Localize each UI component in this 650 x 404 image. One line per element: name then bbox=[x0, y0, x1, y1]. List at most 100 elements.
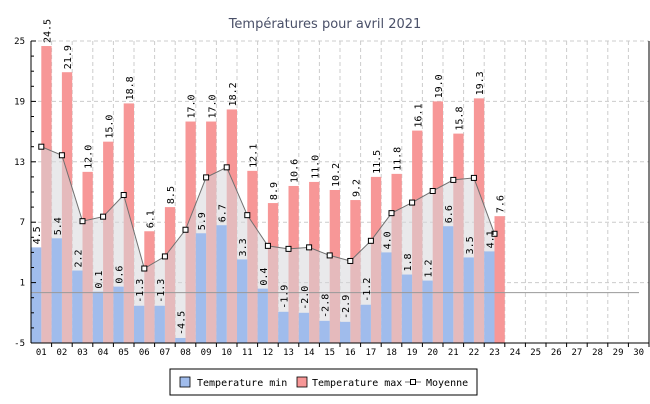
legend: Temperature min Temperature max Moyenne bbox=[169, 368, 478, 396]
x-tick-label: 02 bbox=[56, 348, 67, 358]
x-tick-label: 15 bbox=[324, 348, 335, 358]
data-label: 17.0 bbox=[207, 94, 218, 118]
min-bar bbox=[381, 252, 392, 343]
y-tick-label: 13 bbox=[14, 158, 25, 168]
chart-title: Températures pour avril 2021 bbox=[228, 17, 422, 32]
min-bar bbox=[463, 257, 474, 343]
average-point bbox=[244, 212, 251, 219]
x-tick-label: 09 bbox=[201, 348, 212, 358]
data-label: 10.2 bbox=[331, 163, 342, 187]
data-label: 1.2 bbox=[424, 260, 435, 278]
x-tick-label: 03 bbox=[77, 348, 88, 358]
data-label: -4.5 bbox=[176, 311, 187, 335]
average-point bbox=[450, 176, 457, 183]
data-label: 6.6 bbox=[444, 205, 455, 223]
min-bar bbox=[484, 251, 495, 343]
y-tick-label: 19 bbox=[14, 97, 25, 107]
average-point bbox=[141, 265, 148, 272]
data-label: 3.5 bbox=[465, 236, 476, 254]
x-tick-label: 14 bbox=[304, 348, 315, 358]
average-point bbox=[347, 257, 354, 264]
legend-swatch-max bbox=[296, 376, 308, 388]
data-label: 5.4 bbox=[53, 217, 64, 235]
data-label: 6.7 bbox=[218, 204, 229, 222]
x-tick-label: 10 bbox=[221, 348, 232, 358]
data-label: 16.1 bbox=[413, 103, 424, 127]
average-point bbox=[326, 252, 333, 259]
data-label: -1.2 bbox=[362, 278, 373, 302]
min-bar bbox=[51, 238, 62, 343]
x-tick-label: 28 bbox=[592, 348, 603, 358]
average-point bbox=[491, 230, 498, 237]
data-label: -2.0 bbox=[300, 286, 311, 310]
legend-box bbox=[169, 368, 478, 396]
min-bar bbox=[216, 225, 227, 343]
data-label: 21.9 bbox=[63, 45, 74, 69]
min-bar bbox=[237, 259, 248, 343]
data-label: 5.9 bbox=[197, 212, 208, 230]
data-labels: 4.55.42.20.1 0.6-1.3 -1.3-4.55.9 6.73.30.4-… bbox=[32, 19, 506, 335]
data-label: -1.3 bbox=[135, 279, 146, 303]
min-bars bbox=[31, 225, 495, 343]
data-label: 24.5 bbox=[42, 19, 53, 43]
average-point bbox=[388, 210, 395, 217]
min-bar bbox=[360, 304, 371, 343]
average-point bbox=[79, 218, 86, 225]
min-bar bbox=[113, 286, 124, 343]
average-point bbox=[223, 164, 230, 171]
x-tick-label: 12 bbox=[262, 348, 273, 358]
min-bar bbox=[175, 337, 186, 343]
y-tick-label: 7 bbox=[20, 218, 25, 228]
data-label: 0.1 bbox=[94, 271, 105, 289]
x-tick-label: 25 bbox=[530, 348, 541, 358]
data-label: 11.0 bbox=[310, 155, 321, 179]
data-label: 15.0 bbox=[104, 115, 115, 139]
x-tick-label: 18 bbox=[386, 348, 397, 358]
min-bar bbox=[72, 270, 83, 343]
x-tick-label: 06 bbox=[139, 348, 150, 358]
min-bar bbox=[443, 226, 454, 343]
data-label: 10.6 bbox=[290, 159, 301, 183]
average-point bbox=[58, 152, 65, 159]
x-tick-label: 20 bbox=[427, 348, 438, 358]
min-bar bbox=[92, 291, 104, 343]
y-tick-label: 25 bbox=[14, 37, 25, 47]
x-tick-label: 24 bbox=[510, 348, 521, 358]
data-label: 18.8 bbox=[125, 76, 136, 100]
x-tick-label: 01 bbox=[36, 348, 47, 358]
average-point bbox=[470, 174, 477, 181]
data-label: 15.8 bbox=[454, 107, 465, 131]
x-tick-label: 08 bbox=[180, 348, 191, 358]
data-label: 19.0 bbox=[434, 74, 445, 98]
data-label: -2.9 bbox=[341, 295, 352, 319]
average-point bbox=[203, 174, 210, 181]
average-point bbox=[306, 244, 313, 251]
y-tick-label: 1 bbox=[20, 279, 25, 289]
data-label: -2.8 bbox=[321, 294, 332, 318]
x-tick-label: 13 bbox=[283, 348, 294, 358]
data-label: 0.4 bbox=[259, 268, 270, 286]
data-label: 0.6 bbox=[115, 266, 126, 284]
data-label: 8.9 bbox=[269, 182, 280, 200]
data-label: 17.0 bbox=[187, 94, 198, 118]
min-bar bbox=[134, 305, 145, 343]
y-tick-label: -5 bbox=[14, 339, 25, 349]
average-point bbox=[161, 253, 168, 260]
average-point bbox=[367, 237, 374, 244]
data-label: -1.9 bbox=[279, 285, 290, 309]
x-tick-label: 11 bbox=[242, 348, 253, 358]
x-tick-label: 17 bbox=[365, 348, 376, 358]
average-point bbox=[285, 245, 292, 252]
min-bar bbox=[278, 311, 289, 343]
x-tick-label: 19 bbox=[407, 348, 418, 358]
average-point bbox=[38, 143, 45, 150]
data-label: 8.5 bbox=[166, 186, 177, 204]
min-bar bbox=[298, 312, 310, 343]
x-tick-label: 29 bbox=[613, 348, 624, 358]
data-label: 1.8 bbox=[403, 253, 414, 271]
data-label: 4.0 bbox=[382, 231, 393, 249]
data-label: 4.1 bbox=[485, 230, 496, 248]
min-bar bbox=[401, 274, 413, 343]
x-tick-label: 21 bbox=[448, 348, 459, 358]
